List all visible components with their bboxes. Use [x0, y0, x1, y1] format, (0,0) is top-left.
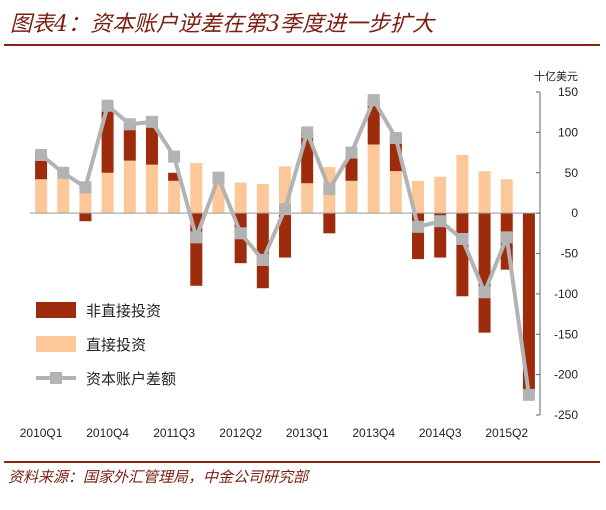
direct-investment-bar: [389, 171, 402, 214]
y-tick-label: -150: [554, 327, 578, 341]
legend-direct: 直接投资: [36, 336, 146, 354]
legend-label: 资本账户差额: [86, 370, 176, 388]
y-tick-label: 50: [565, 166, 579, 180]
legend-label: 直接投资: [86, 336, 146, 354]
y-tick-label: -250: [554, 408, 578, 422]
balance-marker: [500, 231, 513, 244]
direct-investment-bar: [101, 172, 114, 214]
x-tick-label: 2014Q3: [419, 426, 462, 440]
balance-marker: [522, 388, 535, 401]
non-direct-investment-bar: [256, 213, 269, 289]
direct-investment-bar: [234, 182, 247, 214]
direct-investment-bar: [367, 144, 380, 214]
balance-marker: [101, 99, 114, 112]
direct-investment-bar: [500, 179, 513, 214]
direct-investment-bar: [190, 163, 203, 214]
non-direct-investment-bar: [168, 172, 181, 181]
figure-title: 图表4：资本账户逆差在第3季度进一步扩大: [10, 12, 434, 37]
non-direct-investment-bar: [123, 124, 136, 161]
balance-marker: [301, 126, 314, 139]
balance-marker: [57, 166, 70, 179]
direct-investment-bar: [168, 180, 181, 214]
title-divider: [4, 44, 600, 46]
legend-non-direct: 非直接投资: [36, 302, 161, 320]
direct-investment-bar: [256, 184, 269, 214]
non-direct-investment-bar: [279, 213, 291, 258]
x-tick-label: 2013Q4: [352, 426, 395, 440]
non-direct-investment-bar: [522, 213, 535, 393]
balance-marker: [35, 148, 48, 161]
direct-investment-bar: [145, 164, 158, 214]
balance-marker: [279, 203, 291, 216]
balance-marker: [190, 231, 203, 244]
balance-marker: [456, 232, 469, 245]
legend-swatch: [36, 302, 76, 318]
balance-marker: [256, 253, 269, 266]
balance-marker: [389, 132, 402, 145]
direct-investment-bar: [412, 180, 425, 214]
non-direct-investment-bar: [35, 154, 48, 180]
balance-marker: [234, 227, 247, 240]
direct-investment-bar: [345, 180, 358, 214]
direct-investment-bar: [35, 179, 48, 214]
y-tick-label: -100: [554, 287, 578, 301]
direct-investment-bar: [123, 160, 136, 214]
legend-swatch: [36, 336, 76, 352]
balance-marker: [434, 215, 447, 228]
non-direct-investment-bar: [456, 213, 469, 297]
legend-label: 非直接投资: [86, 302, 161, 320]
balance-marker: [168, 150, 181, 163]
direct-investment-bar: [478, 171, 491, 214]
footer-divider: [4, 461, 600, 463]
non-direct-investment-bar: [323, 213, 336, 234]
balance-marker: [212, 171, 225, 184]
y-tick-label: -50: [561, 247, 579, 261]
balance-marker: [323, 182, 336, 195]
unit-label: 十亿美元: [534, 69, 578, 83]
direct-investment-bar: [434, 176, 447, 214]
balance-marker: [478, 286, 491, 299]
y-tick-label: -200: [554, 368, 578, 382]
balance-marker: [412, 220, 425, 233]
source-note: 资料来源：国家外汇管理局，中金公司研究部: [8, 468, 309, 486]
x-axis: 2010Q1 2010Q4 2011Q3 2012Q2 2013Q1 2013Q4 2014…: [20, 426, 529, 440]
y-axis: 150 100 50 0 -50 -100 -150 -200 -250 十亿美元: [534, 69, 578, 422]
balance-marker: [145, 115, 158, 128]
x-tick-label: 2013Q1: [286, 426, 329, 440]
non-direct-investment-bar: [79, 213, 92, 222]
x-tick-label: 2012Q2: [219, 426, 262, 440]
direct-investment-bar: [301, 183, 314, 214]
x-tick-label: 2011Q3: [153, 426, 195, 440]
y-tick-label: 0: [571, 206, 578, 220]
balance-marker: [367, 94, 380, 107]
legend-marker-swatch: [50, 372, 62, 384]
balance-marker: [123, 118, 136, 131]
x-tick-label: 2015Q2: [485, 426, 528, 440]
balance-marker: [345, 146, 358, 159]
direct-investment-bar: [57, 176, 70, 214]
non-direct-investment-bar: [478, 213, 491, 333]
balance-line-layer: [35, 94, 535, 401]
x-tick-label: 2010Q4: [86, 426, 129, 440]
legend-balance: 资本账户差额: [36, 370, 176, 388]
x-tick-label: 2010Q1: [20, 426, 63, 440]
direct-investment-bar: [456, 154, 469, 214]
y-tick-label: 150: [558, 85, 578, 99]
non-direct-investment-bar: [145, 120, 158, 165]
y-tick-label: 100: [558, 125, 578, 139]
balance-marker: [79, 181, 92, 194]
